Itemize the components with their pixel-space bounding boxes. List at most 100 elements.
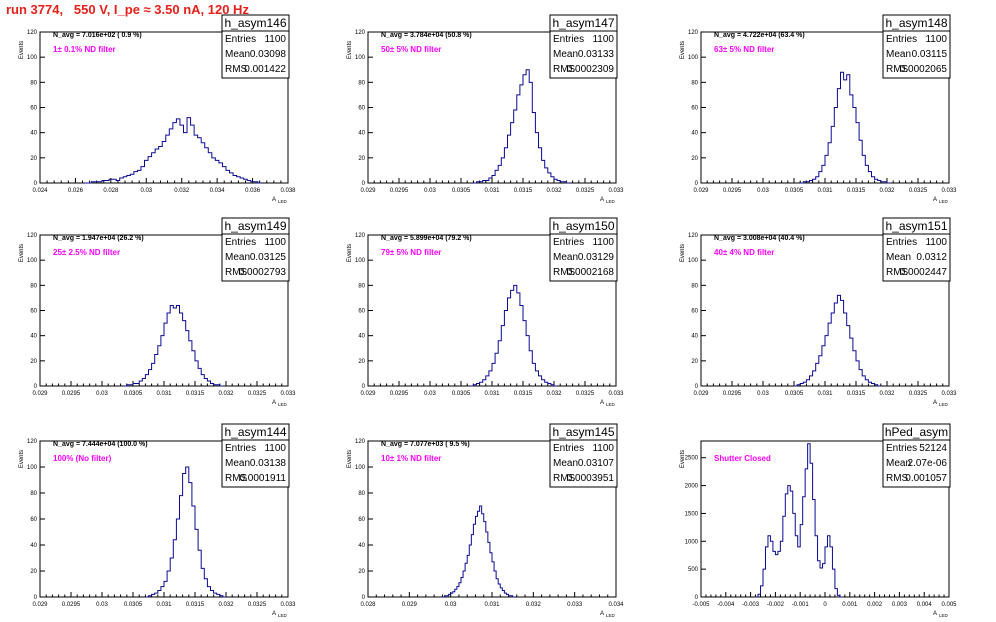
x-axis-label-main: A [600,197,604,203]
x-axis-label: A LED [600,197,616,204]
x-tick-label: 0.038 [280,188,296,194]
x-tick-label: 0.033 [567,602,583,608]
x-tick-label: 0.03 [96,602,108,608]
x-axis-label: A LED [272,197,288,204]
y-tick-label: 60 [358,106,365,112]
x-tick-label: 0.031 [156,391,172,397]
stats-label-rms: RMS [553,473,576,484]
y-axis-label: Events [347,41,353,59]
y-tick-label: 0 [695,384,699,390]
y-tick-label: 80 [30,491,37,497]
x-tick-label: 0.026 [68,188,84,194]
histogram-panel-h_asym150: 0.029 0.0295 0.03 0.0305 0.031 0.0315 0.032 0.0… [347,217,624,407]
y-tick-label: 80 [691,80,698,86]
x-tick-label: 0.0295 [62,391,81,397]
stats-label-rms: RMS [225,267,248,278]
x-tick-label: 0.005 [941,602,957,608]
y-tick-label: 2000 [685,484,699,490]
y-tick-label: 20 [691,156,698,162]
navg-label: N_avg = 3.784e+04 (50.8 %) [381,32,472,39]
x-tick-label: 0.032 [526,602,542,608]
stats-label-rms: RMS [225,64,248,75]
x-tick-label: 0.0325 [248,391,267,397]
stats-value-rms: 0.0002793 [239,267,287,278]
y-tick-label: 80 [358,491,365,497]
x-tick-label: 0.0315 [847,188,866,194]
x-tick-label: 0.029 [693,188,709,194]
stats-value-mean: 0.03098 [250,49,287,60]
filter-annotation: Shutter Closed [714,454,771,463]
y-tick-label: 20 [30,569,37,575]
x-tick-label: 0.029 [32,391,48,397]
stats-box-title: h_asym150 [552,219,614,233]
x-tick-label: 0.0305 [124,602,143,608]
y-tick-label: 40 [30,543,37,549]
x-tick-label: 0.032 [879,188,895,194]
x-tick-label: -0.002 [767,602,785,608]
stats-box [549,217,618,282]
stats-box [221,423,290,488]
y-tick-label: 20 [358,156,365,162]
y-tick-label: 500 [688,567,699,573]
x-tick-label: 0.034 [608,602,624,608]
stats-label-entries: Entries [225,237,256,248]
y-tick-label: 80 [358,80,365,86]
stats-value-rms: 0.0003951 [567,473,615,484]
y-tick-label: 120 [355,233,366,239]
histogram-series [800,71,891,184]
x-axis-label: A LED [933,400,949,407]
navg-label: N_avg = 3.008e+04 (40.4 %) [714,235,805,242]
x-tick-label: 0.0305 [452,391,471,397]
stats-box-title: h_asym144 [224,425,286,439]
y-axis-label: Events [19,244,25,262]
stats-value-entries: 1100 [925,237,947,248]
x-tick-label: 0.03 [757,188,769,194]
y-tick-label: 0 [362,595,366,601]
stats-label-mean: Mean [886,252,911,263]
filter-annotation: 100% (No filter) [53,454,112,463]
stats-label-mean: Mean [886,458,911,469]
y-tick-label: 20 [30,156,37,162]
stats-value-entries: 1100 [264,443,286,454]
x-tick-label: 0.001 [842,602,858,608]
stats-label-mean: Mean [553,49,578,60]
x-tick-label: 0.032 [174,188,190,194]
x-axis-label-main: A [272,197,276,203]
x-tick-label: 0.029 [402,602,418,608]
histogram-series [145,466,226,598]
x-tick-label: 0.024 [32,188,48,194]
y-tick-label: 100 [688,258,699,264]
stats-value-mean: 2.07e-06 [908,458,948,469]
y-tick-label: 0 [34,181,38,187]
y-tick-label: 80 [30,283,37,289]
stats-box [882,14,951,79]
x-tick-label: 0.0325 [909,391,928,397]
x-tick-label: 0.0305 [785,391,804,397]
y-tick-label: 120 [27,30,38,36]
y-tick-label: 60 [30,309,37,315]
x-tick-label: 0.033 [941,391,957,397]
y-tick-label: 80 [30,80,37,86]
x-axis-label-subscript: LED [606,402,616,407]
y-tick-label: 60 [30,517,37,523]
y-tick-label: 80 [358,283,365,289]
stats-label-entries: Entries [553,443,584,454]
histogram-series [470,284,558,387]
y-tick-label: 120 [355,30,366,36]
x-tick-label: 0.028 [103,188,119,194]
x-tick-label: 0.0305 [452,188,471,194]
y-axis-label: Events [347,244,353,262]
x-tick-label: 0.0295 [62,602,81,608]
y-tick-label: 80 [691,283,698,289]
x-tick-label: 0.033 [608,391,624,397]
y-axis-label: Events [19,450,25,468]
y-tick-label: 40 [30,131,37,137]
navg-label: N_avg = 4.722e+04 (63.4 %) [714,32,805,39]
y-tick-label: 40 [358,131,365,137]
x-tick-label: 0.0325 [909,188,928,194]
y-tick-label: 60 [691,106,698,112]
stats-box-title: h_asym149 [224,219,286,233]
x-axis-label-subscript: LED [939,199,949,204]
x-axis-label-subscript: LED [278,199,288,204]
y-tick-label: 20 [30,359,37,365]
